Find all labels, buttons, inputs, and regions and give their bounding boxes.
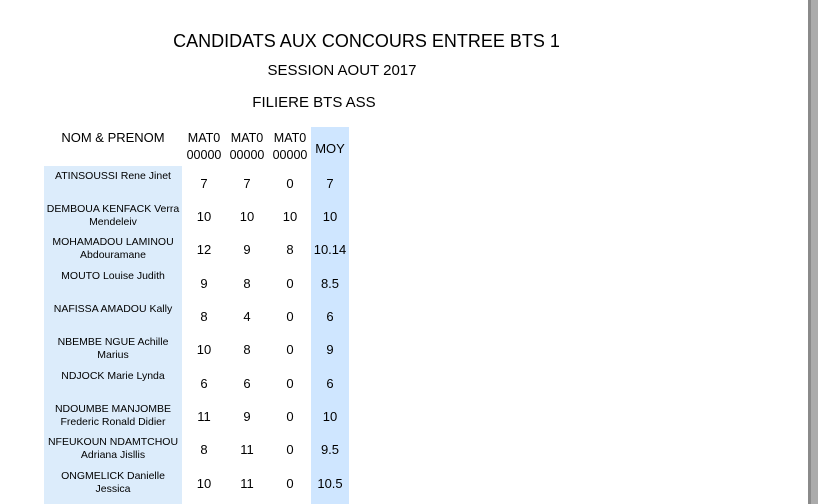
moy-score: 10 xyxy=(322,409,338,424)
mat2-score: 6 xyxy=(243,376,251,391)
mat3-score: 0 xyxy=(286,342,294,357)
candidate-name: ONGMELICK Danielle Jessica xyxy=(61,470,165,495)
document-title: CANDIDATS AUX CONCOURS ENTREE BTS 1 xyxy=(173,31,560,51)
name-column-background xyxy=(44,166,182,504)
header-mat-1-code: MAT0 xyxy=(187,131,221,145)
page-edge-shadow xyxy=(808,0,811,504)
table-row: NDJOCK Marie Lynda 6 6 0 6 xyxy=(0,367,808,400)
header-mat-1-sub: 00000 xyxy=(186,148,222,162)
mat2-score: 10 xyxy=(239,209,255,224)
mat2-score: 9 xyxy=(243,409,251,424)
moy-score: 9 xyxy=(326,342,334,357)
mat1-score: 10 xyxy=(196,342,212,357)
header-moy: MOY xyxy=(315,141,345,156)
moy-column-highlight xyxy=(311,127,349,504)
filiere-heading: FILIERE BTS ASS xyxy=(252,94,376,111)
mat2-score: 11 xyxy=(240,476,254,491)
table-row: ONGMELICK Danielle Jessica 10 11 0 10.5 xyxy=(0,467,808,500)
header-mat-3-sub: 00000 xyxy=(272,148,308,162)
mat2-score: 4 xyxy=(243,309,251,324)
header-mat-3-code: MAT0 xyxy=(273,131,307,145)
moy-score: 6 xyxy=(326,376,334,391)
mat1-score: 12 xyxy=(196,242,212,257)
moy-score: 6 xyxy=(326,309,334,324)
candidate-name: MOHAMADOU LAMINOU Abdouramane xyxy=(52,236,174,261)
mat2-score: 9 xyxy=(243,242,251,257)
table-row: MOUTO Louise Judith 9 8 0 8.5 xyxy=(0,267,808,300)
table-row: NFEUKOUN NDAMTCHOU Adriana Jisllis 8 11 … xyxy=(0,433,808,466)
session-heading: SESSION AOUT 2017 xyxy=(267,62,417,79)
mat1-score: 7 xyxy=(200,176,208,191)
header-mat-2-code: MAT0 xyxy=(230,131,264,145)
mat3-score: 0 xyxy=(286,309,294,324)
moy-score: 9.5 xyxy=(320,442,340,457)
candidate-name: DEMBOUA KENFACK Verra Mendeleiv xyxy=(46,203,180,228)
mat1-score: 8 xyxy=(200,442,208,457)
table-row: MOHAMADOU LAMINOU Abdouramane 12 9 8 10.… xyxy=(0,233,808,266)
table-row: DEMBOUA KENFACK Verra Mendeleiv 10 10 10… xyxy=(0,200,808,233)
mat1-score: 11 xyxy=(197,409,211,424)
candidate-name: NBEMBE NGUE Achille Marius xyxy=(57,336,169,361)
mat3-score: 0 xyxy=(286,276,294,291)
moy-score: 10 xyxy=(322,209,338,224)
moy-score: 8.5 xyxy=(320,276,340,291)
mat3-score: 0 xyxy=(286,376,294,391)
header-mat-2-sub: 00000 xyxy=(229,148,265,162)
mat2-score: 11 xyxy=(240,442,254,457)
mat2-score: 7 xyxy=(243,176,251,191)
mat1-score: 10 xyxy=(196,476,212,491)
table-row: NAFISSA AMADOU Kally 8 4 0 6 xyxy=(0,300,808,333)
candidate-name: NFEUKOUN NDAMTCHOU Adriana Jisllis xyxy=(47,436,179,461)
mat3-score: 0 xyxy=(286,176,294,191)
mat3-score: 10 xyxy=(282,209,298,224)
mat3-score: 0 xyxy=(286,476,294,491)
mat2-score: 8 xyxy=(243,276,251,291)
candidate-name: MOUTO Louise Judith xyxy=(61,270,165,282)
candidate-name: NDOUMBE MANJOMBE Frederic Ronald Didier xyxy=(54,403,172,428)
moy-score: 7 xyxy=(326,176,334,191)
table-row: ATINSOUSSI Rene Jinet 7 7 0 7 xyxy=(0,167,808,200)
mat3-score: 0 xyxy=(286,409,294,424)
mat1-score: 8 xyxy=(200,309,208,324)
header-name: NOM & PRENOM xyxy=(61,130,165,145)
header-mat-2: MAT0 00000 xyxy=(225,130,269,164)
mat1-score: 9 xyxy=(200,276,208,291)
header-mat-1: MAT0 00000 xyxy=(182,130,226,164)
candidate-name: NDJOCK Marie Lynda xyxy=(61,370,165,382)
mat1-score: 6 xyxy=(200,376,208,391)
moy-score: 10.14 xyxy=(313,242,347,257)
mat3-score: 8 xyxy=(286,242,294,257)
candidate-name: ATINSOUSSI Rene Jinet xyxy=(55,170,171,182)
mat1-score: 10 xyxy=(196,209,212,224)
candidate-name: NAFISSA AMADOU Kally xyxy=(53,303,173,315)
mat2-score: 8 xyxy=(243,342,251,357)
table-row: NBEMBE NGUE Achille Marius 10 8 0 9 xyxy=(0,333,808,366)
mat3-score: 0 xyxy=(286,442,294,457)
table-row: NDOUMBE MANJOMBE Frederic Ronald Didier … xyxy=(0,400,808,433)
moy-score: 10.5 xyxy=(317,476,343,491)
header-mat-3: MAT0 00000 xyxy=(268,130,312,164)
